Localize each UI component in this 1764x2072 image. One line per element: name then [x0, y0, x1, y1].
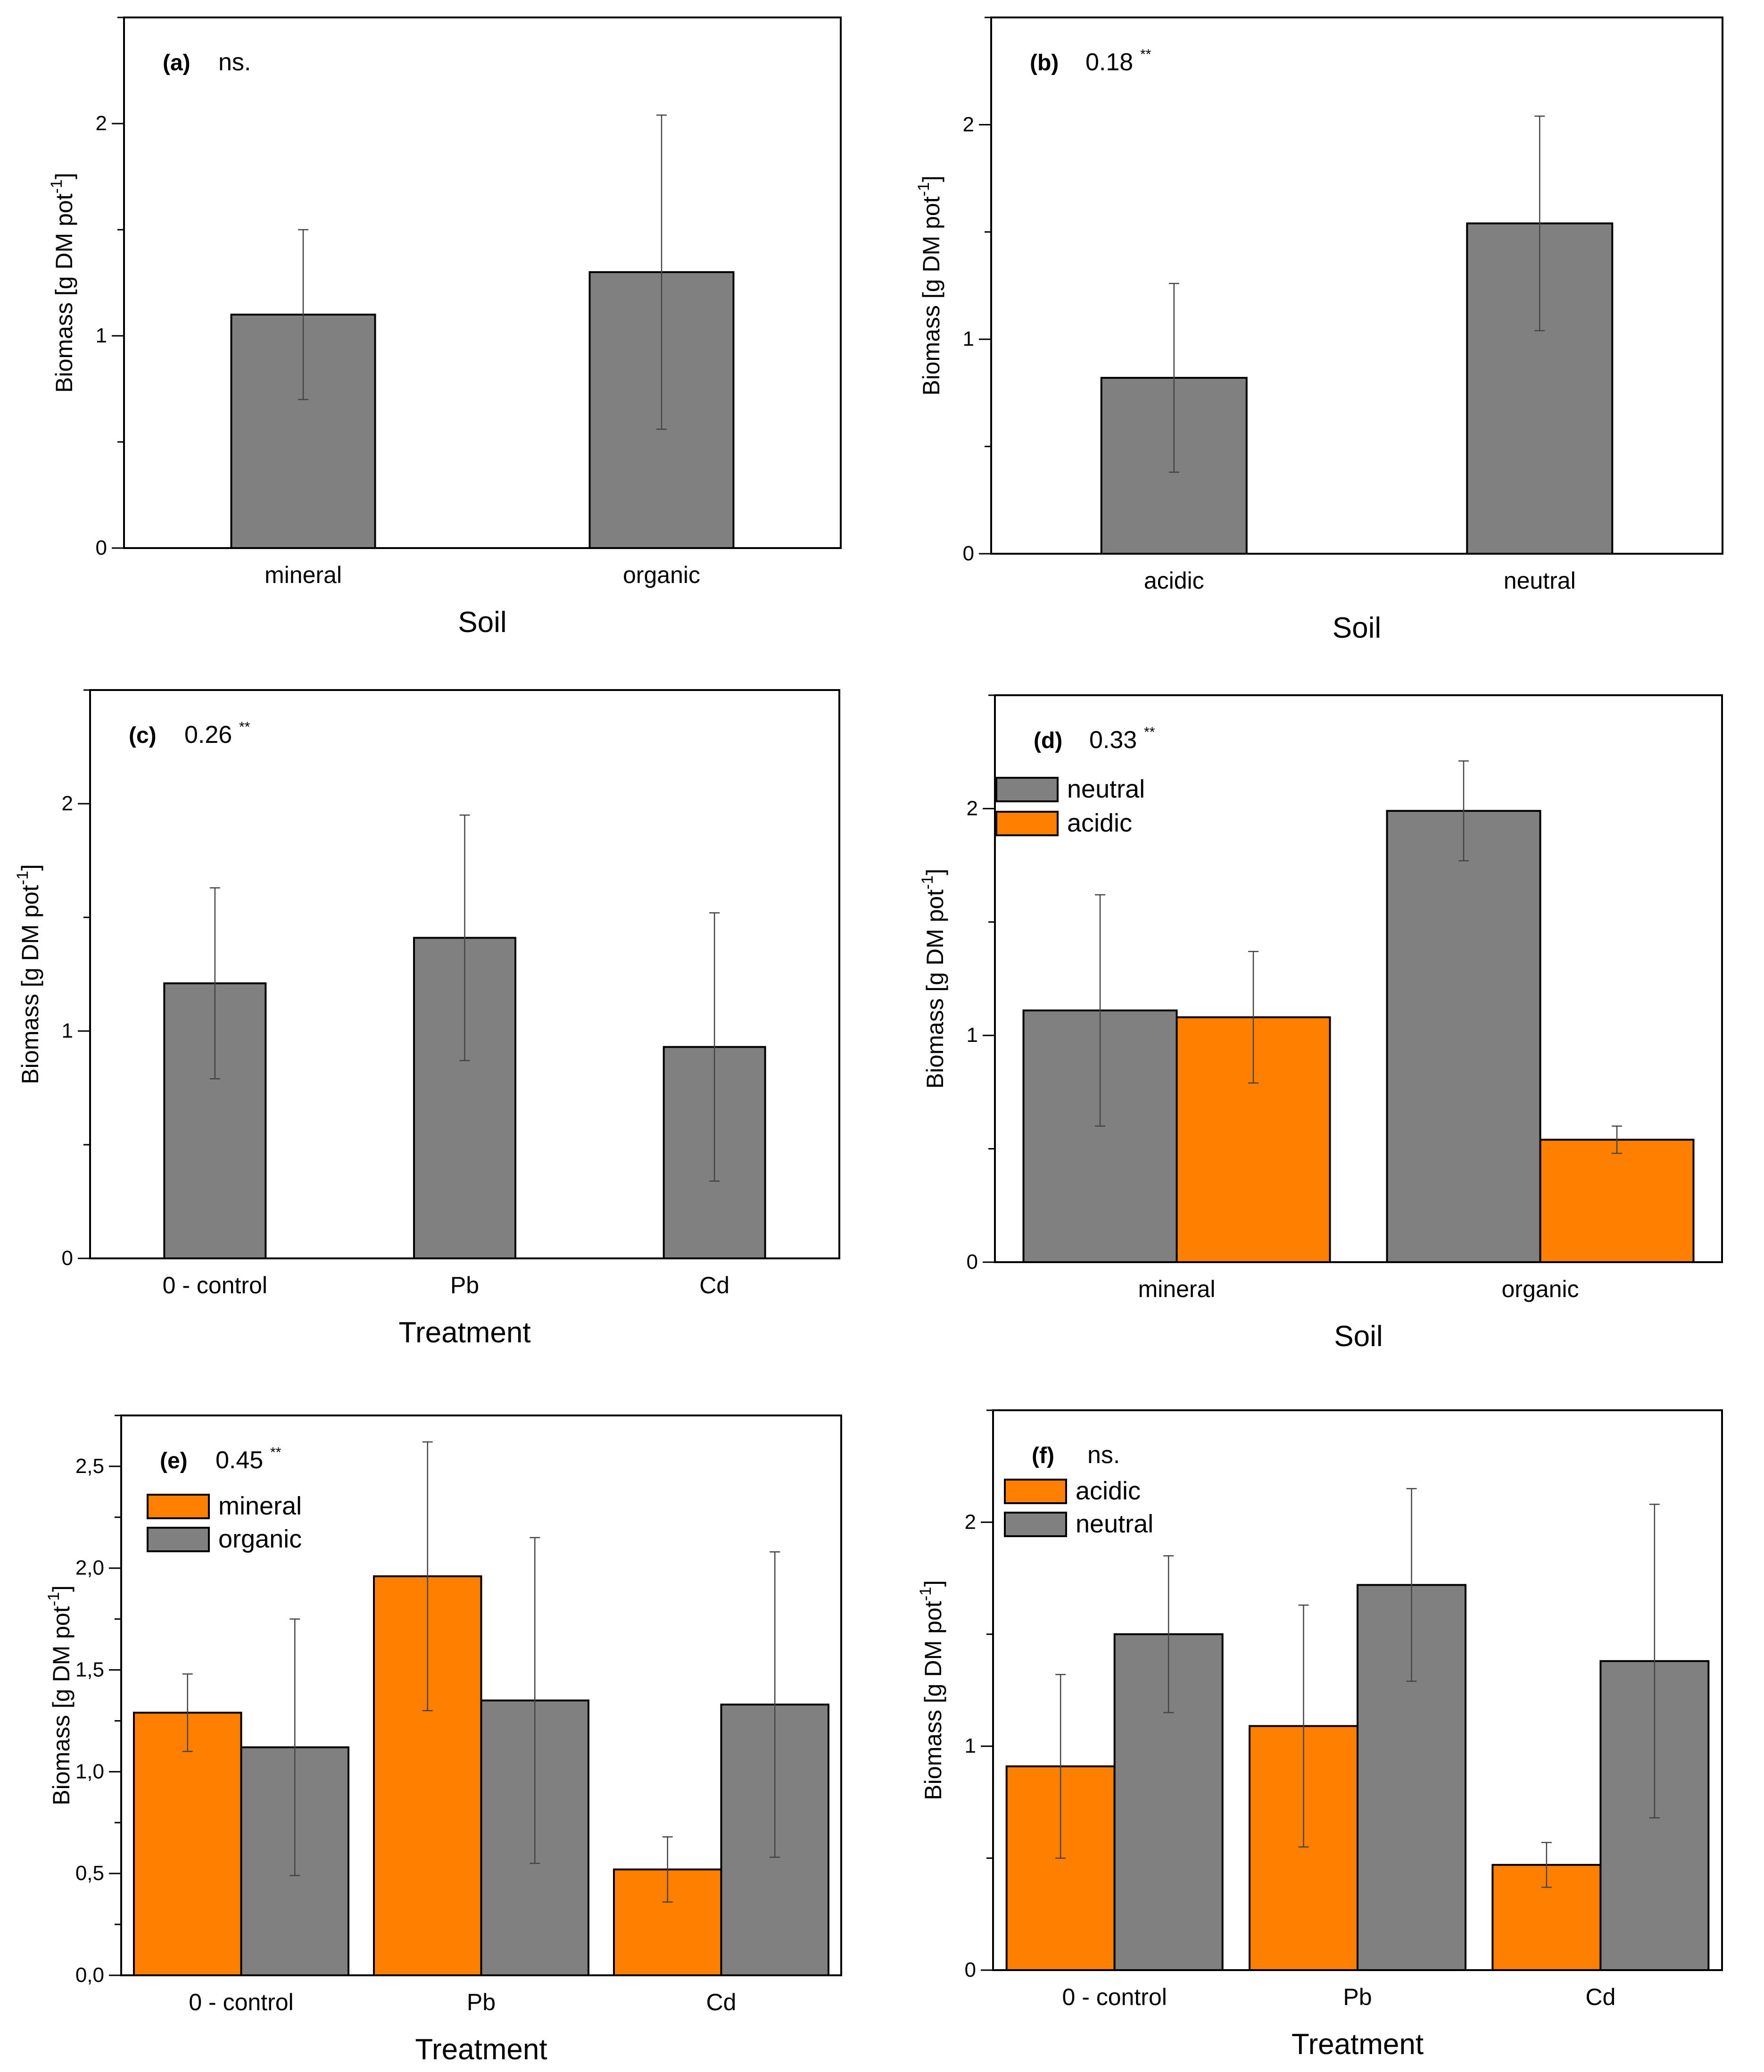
stat-value: 0.45: [215, 1447, 263, 1474]
legend-swatch: [147, 1494, 210, 1519]
stat-marker: **: [270, 1445, 282, 1460]
y-axis-label: Biomass [g DM pot-1]: [48, 173, 77, 393]
y-tick-label: 1,0: [75, 1760, 104, 1783]
x-axis-label: Treatment: [398, 1316, 530, 1349]
y-tick-label: 1: [963, 327, 974, 350]
y-tick-label: 1: [967, 1024, 978, 1047]
panel-label: (b): [1030, 50, 1059, 75]
stat-value: ns.: [1087, 1441, 1120, 1469]
x-tick-label: mineral: [1138, 1276, 1216, 1302]
x-axis-label: Soil: [1334, 1320, 1383, 1353]
x-tick-label: mineral: [265, 562, 342, 588]
panel-d: 0 1 2 mineral organic Soil Biomass [g DM pot-1…: [919, 694, 1723, 1353]
legend-label: neutral: [1076, 1510, 1153, 1538]
stat-marker: **: [239, 719, 250, 735]
y-tick-label: 2: [967, 797, 978, 820]
stat-marker: **: [1144, 724, 1155, 740]
stat-value: 0.18: [1085, 49, 1133, 76]
plot-frame: [994, 694, 1723, 1263]
x-tick-label: Pb: [1343, 1984, 1372, 2010]
bar: [133, 1712, 242, 1977]
x-axis-label: Soil: [458, 606, 506, 639]
panel-f: 0 1 2 0 - control Pb Cd Treatment Biomass [g DM…: [917, 1409, 1723, 2061]
stat-marker: **: [1140, 47, 1151, 62]
y-tick-label: 1: [62, 1019, 73, 1042]
legend-label: organic: [218, 1525, 302, 1553]
legend-swatch: [1004, 1512, 1067, 1537]
x-tick-label: Cd: [1585, 1984, 1615, 2010]
panel-label: (a): [163, 50, 190, 75]
bar: [613, 1868, 722, 1976]
y-tick-label: 2: [96, 112, 107, 135]
panel-e: 0,0 0,5 1,0 1,5 2,0 2,5 0 - control Pb Cd Treatme…: [45, 1415, 842, 2066]
y-tick-label: 1: [965, 1734, 976, 1757]
x-tick-label: 0 - control: [1062, 1984, 1167, 2010]
x-tick-label: organic: [623, 562, 700, 588]
y-tick-label: 1,5: [75, 1658, 104, 1681]
y-tick-label: 0: [967, 1250, 978, 1273]
y-tick-label: 1: [96, 324, 107, 347]
y-tick-label: 0: [96, 536, 107, 559]
stat-value: 0.26: [184, 721, 232, 749]
x-tick-label: 0 - control: [163, 1272, 267, 1298]
bar: [1386, 810, 1541, 1263]
y-tick-label: 2: [62, 792, 73, 815]
y-tick-label: 0: [965, 1958, 976, 1981]
y-tick-label: 2: [963, 113, 974, 136]
legend-swatch: [147, 1527, 210, 1552]
y-tick-label: 2: [965, 1510, 976, 1533]
y-axis-label: Biomass [g DM pot-1]: [917, 1580, 946, 1800]
legend-swatch: [995, 777, 1059, 802]
panel-label: (d): [1034, 728, 1062, 753]
stat-value: 0.33: [1089, 726, 1137, 754]
panel-b: 0 1 2 acidic neutral Soil Biomass [g DM pot-1]…: [915, 17, 1723, 644]
y-tick-label: 2,0: [75, 1556, 104, 1580]
y-tick-label: 2,5: [75, 1455, 104, 1478]
legend-label: neutral: [1067, 775, 1145, 803]
x-axis-label: Soil: [1333, 612, 1381, 644]
legend-swatch: [995, 811, 1059, 836]
x-tick-label: organic: [1502, 1276, 1579, 1302]
panel-label: (e): [160, 1448, 188, 1473]
stat-value: ns.: [218, 49, 251, 76]
y-axis-label: Biomass [g DM pot-1]: [45, 1585, 75, 1806]
y-axis-label: Biomass [g DM pot-1]: [14, 864, 43, 1084]
panel-c: 0 1 2 0 - control Pb Cd Treatment Biomass [g DM…: [14, 689, 840, 1349]
y-tick-label: 0,0: [75, 1964, 104, 1987]
y-axis-label: Biomass [g DM pot-1]: [915, 175, 944, 396]
legend-label: acidic: [1076, 1477, 1141, 1505]
legend-label: mineral: [218, 1492, 302, 1520]
bar: [1539, 1139, 1695, 1263]
x-tick-label: Pb: [467, 1989, 496, 2015]
x-axis-label: Treatment: [415, 2033, 547, 2066]
x-tick-label: Cd: [699, 1272, 729, 1298]
x-tick-label: Cd: [706, 1989, 737, 2015]
x-axis-label: Treatment: [1292, 2028, 1424, 2061]
panel-label: (c): [129, 723, 157, 748]
panel-label: (f): [1032, 1443, 1054, 1468]
legend-label: acidic: [1067, 809, 1132, 837]
plot-frame: [990, 17, 1723, 555]
x-tick-label: Pb: [450, 1272, 479, 1298]
legend-swatch: [1004, 1479, 1067, 1504]
x-tick-label: 0 - control: [189, 1989, 293, 2015]
y-tick-label: 0: [62, 1247, 73, 1270]
panel-a: 0 1 2 mineral organic Soil Biomass [g DM pot-1…: [48, 17, 842, 639]
plot-frame: [123, 17, 842, 549]
y-tick-label: 0,5: [75, 1862, 104, 1885]
x-tick-label: acidic: [1144, 567, 1204, 594]
y-axis-label: Biomass [g DM pot-1]: [919, 869, 948, 1089]
x-tick-label: neutral: [1504, 567, 1576, 594]
y-tick-label: 0: [963, 542, 974, 565]
